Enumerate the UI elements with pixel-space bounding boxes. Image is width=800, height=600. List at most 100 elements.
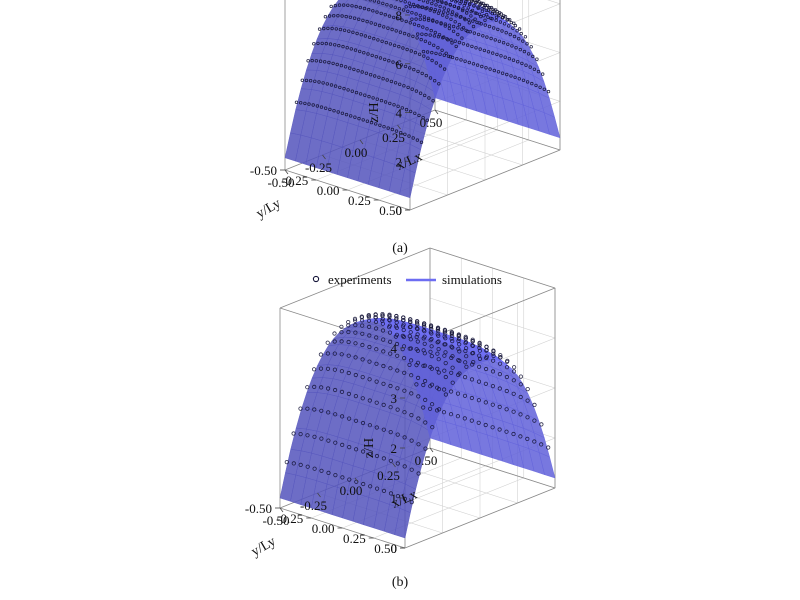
experiment-point bbox=[358, 49, 362, 54]
experiment-point bbox=[374, 486, 380, 491]
experiment-point bbox=[353, 355, 358, 360]
experiment-point bbox=[510, 44, 514, 48]
experiment-point bbox=[492, 11, 497, 16]
experiment-point bbox=[446, 8, 451, 12]
experiment-point bbox=[531, 54, 535, 59]
experiment-point bbox=[392, 15, 396, 20]
experiment-point bbox=[478, 2, 483, 6]
x-tick-label: 0.50 bbox=[415, 453, 438, 468]
experiment-point bbox=[395, 368, 400, 373]
experiment-point bbox=[383, 57, 387, 62]
experiment-point bbox=[511, 365, 517, 370]
experiment-point bbox=[428, 384, 433, 389]
experiment-point bbox=[518, 374, 524, 379]
experiment-point bbox=[470, 338, 475, 344]
experiment-point bbox=[436, 35, 441, 39]
experiment-point bbox=[347, 477, 352, 482]
experiment-point bbox=[426, 56, 430, 60]
experiment-point bbox=[428, 364, 433, 370]
experiment-point bbox=[394, 129, 399, 133]
experiment-point bbox=[360, 449, 366, 454]
experiment-point bbox=[481, 34, 485, 38]
experiment-point bbox=[388, 101, 392, 106]
experiment-point bbox=[317, 80, 321, 84]
experiment-point bbox=[353, 115, 357, 119]
experiment-point bbox=[312, 384, 317, 389]
experiment-point bbox=[437, 82, 441, 86]
experiment-point bbox=[459, 0, 464, 2]
experiment-point bbox=[435, 366, 440, 371]
y-tick-label: 0.50 bbox=[374, 541, 397, 556]
experiment-point bbox=[360, 70, 364, 74]
experiment-point bbox=[525, 398, 530, 403]
x-tick bbox=[397, 124, 401, 130]
experiment-point bbox=[401, 46, 405, 50]
experiment-point bbox=[408, 66, 412, 70]
experiment-point bbox=[338, 85, 342, 90]
z-tick-label: 0 bbox=[391, 541, 398, 556]
experiment-point bbox=[486, 15, 490, 19]
experiment-point bbox=[353, 330, 358, 335]
experiment-point bbox=[404, 19, 408, 24]
experiment-point bbox=[353, 322, 358, 328]
experiment-point bbox=[395, 386, 400, 391]
experiment-point bbox=[360, 396, 365, 401]
experiment-point bbox=[462, 374, 468, 380]
experiment-point bbox=[441, 13, 445, 17]
experiment-point bbox=[498, 355, 503, 360]
experiment-point bbox=[402, 31, 407, 36]
experiment-point bbox=[415, 339, 420, 344]
tick-labels: -0.50-0.250.000.250.500.500.250.00-0.25-… bbox=[245, 341, 437, 556]
experiment-point bbox=[421, 348, 426, 353]
experiment-point bbox=[398, 82, 402, 86]
experiment-point bbox=[389, 4, 393, 8]
experiment-point bbox=[427, 41, 432, 45]
experiment-point bbox=[419, 37, 423, 42]
experiment-point bbox=[484, 8, 488, 12]
experiment-point bbox=[417, 23, 421, 28]
experiment-point bbox=[324, 41, 328, 46]
experiment-point bbox=[346, 329, 351, 335]
experiment-point bbox=[532, 418, 537, 423]
experiment-point bbox=[470, 44, 474, 49]
experiment-point bbox=[395, 0, 399, 1]
experiment-point bbox=[469, 395, 474, 401]
experiment-point bbox=[443, 374, 448, 380]
experiment-point bbox=[382, 25, 386, 29]
experiment-point bbox=[382, 124, 386, 129]
experiment-point bbox=[407, 1, 412, 5]
legend-experiments-label: experiments bbox=[328, 272, 392, 287]
experiment-point bbox=[471, 62, 476, 66]
experiment-point bbox=[504, 407, 509, 412]
experiment-point bbox=[430, 425, 435, 430]
experiment-point bbox=[374, 335, 379, 340]
experiment-point bbox=[450, 380, 455, 385]
experiment-point bbox=[539, 442, 544, 447]
panel-label: (b) bbox=[392, 575, 409, 590]
experiment-point bbox=[476, 420, 481, 425]
experiment-point bbox=[447, 23, 452, 27]
experiment-point bbox=[327, 14, 332, 18]
experiment-point bbox=[456, 332, 461, 337]
experiment-point bbox=[374, 55, 378, 59]
experiment-point bbox=[426, 18, 431, 22]
experiment-point bbox=[418, 91, 423, 95]
box-edge bbox=[409, 149, 561, 211]
experiment-point bbox=[497, 371, 502, 377]
experiment-point bbox=[529, 45, 533, 49]
experiment-point bbox=[422, 54, 426, 58]
experiment-point bbox=[319, 408, 324, 413]
experiment-point bbox=[524, 63, 528, 67]
experiment-point bbox=[298, 406, 303, 411]
experiment-point bbox=[425, 27, 429, 31]
experiment-point bbox=[387, 339, 393, 344]
x-tick-label: 0.00 bbox=[340, 483, 363, 498]
experiment-point bbox=[409, 412, 414, 418]
experiment-point bbox=[459, 58, 463, 62]
experiment-point bbox=[430, 58, 434, 63]
experiment-point bbox=[441, 36, 445, 40]
x-tick-label: -0.50 bbox=[262, 513, 289, 528]
experiment-point bbox=[506, 42, 510, 46]
experiment-point bbox=[517, 27, 522, 31]
experiment-point bbox=[326, 410, 331, 415]
